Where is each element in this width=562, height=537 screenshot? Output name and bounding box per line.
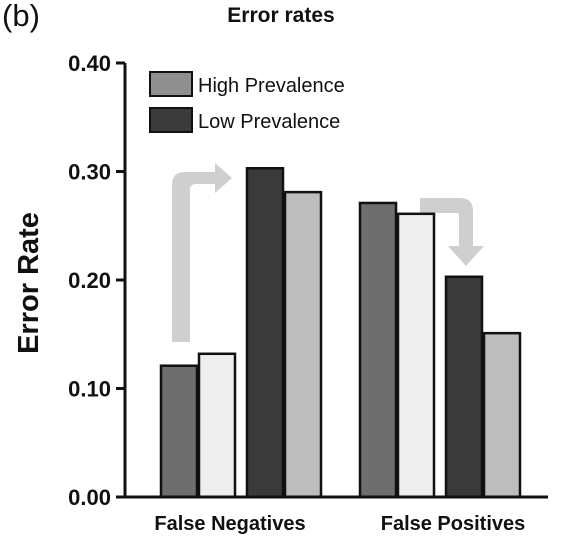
y-tick-label: 0.30 <box>68 160 111 185</box>
x-tick-label: False Negatives <box>154 513 305 535</box>
legend-label: Low Prevalence <box>198 111 340 133</box>
right-down-arrow <box>420 198 484 266</box>
legend-label: High Prevalence <box>198 75 345 97</box>
legend: High Prevalence Low Prevalence <box>149 71 345 133</box>
bar <box>482 331 522 499</box>
y-tick-label: 0.10 <box>68 377 111 402</box>
up-right-arrow <box>172 163 232 342</box>
chart-title: Error rates <box>227 4 335 27</box>
y-tick-label: 0.20 <box>68 268 111 293</box>
bar <box>396 212 436 499</box>
panel-label: (b) <box>2 0 40 33</box>
bar <box>358 201 398 499</box>
x-tick-labels: False Negatives False Positives <box>154 513 525 535</box>
legend-swatch <box>149 71 193 97</box>
y-tick-label: 0.00 <box>68 485 111 510</box>
bars-group <box>159 166 522 499</box>
arrow-annotations <box>172 163 484 342</box>
bar <box>444 275 484 499</box>
y-ticks: 0.00 0.10 0.20 0.30 0.40 <box>68 51 125 510</box>
bar <box>159 364 199 499</box>
x-tick-label: False Positives <box>381 513 526 535</box>
bar <box>245 166 285 499</box>
y-tick-label: 0.40 <box>68 51 111 76</box>
bar <box>197 352 237 499</box>
bar <box>283 190 323 499</box>
y-axis-label: Error Rate <box>13 212 45 354</box>
legend-swatch <box>149 107 193 133</box>
